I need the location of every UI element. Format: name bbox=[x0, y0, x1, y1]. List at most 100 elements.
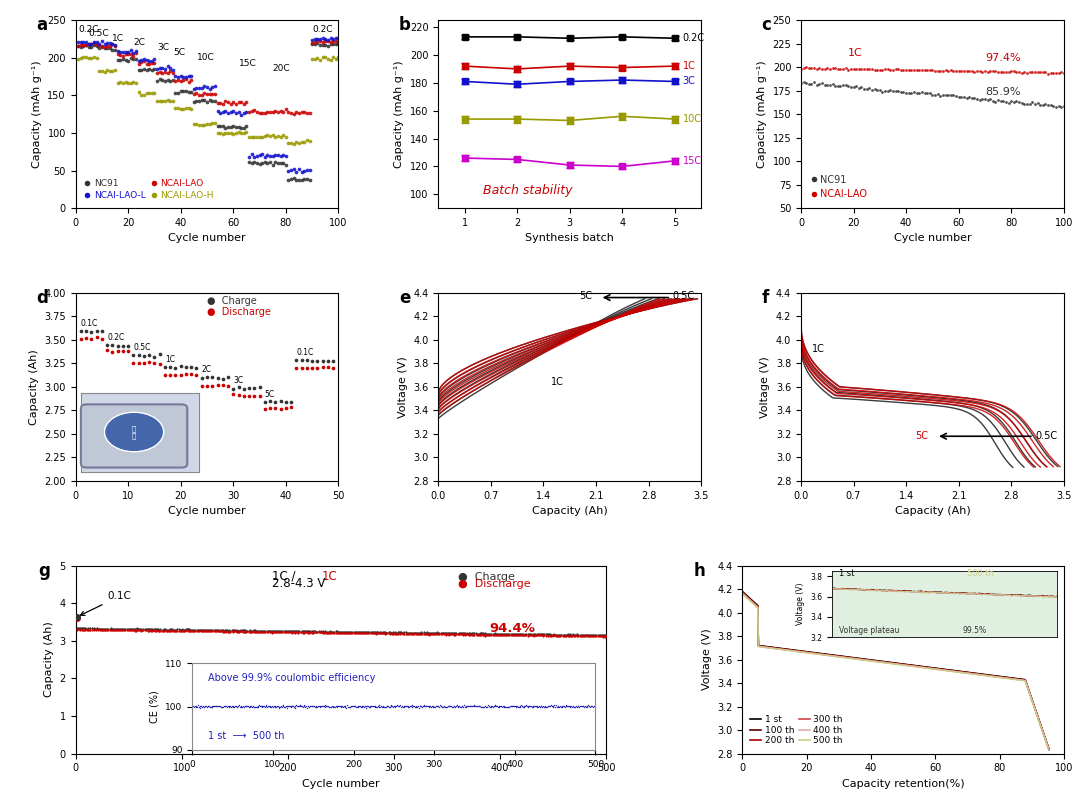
Point bbox=[389, 627, 406, 640]
Point bbox=[94, 622, 111, 635]
Point bbox=[903, 86, 920, 99]
Point bbox=[264, 626, 281, 639]
Point bbox=[503, 629, 521, 642]
Point bbox=[120, 623, 137, 636]
Point bbox=[159, 60, 176, 73]
Point bbox=[259, 625, 276, 638]
Point bbox=[401, 626, 418, 639]
Point bbox=[484, 627, 501, 640]
Point bbox=[442, 628, 459, 641]
Point bbox=[159, 93, 176, 106]
Point bbox=[194, 623, 212, 636]
Point bbox=[293, 354, 310, 367]
Point bbox=[256, 130, 273, 143]
Point bbox=[451, 628, 469, 641]
Point bbox=[338, 625, 355, 638]
Point bbox=[206, 88, 224, 101]
Point bbox=[274, 625, 292, 638]
Point bbox=[581, 629, 598, 642]
Point bbox=[322, 625, 339, 638]
Point bbox=[850, 62, 867, 75]
Point bbox=[552, 628, 569, 641]
Point bbox=[490, 629, 508, 642]
Point bbox=[343, 626, 361, 639]
Point bbox=[435, 627, 453, 640]
Point bbox=[359, 626, 376, 639]
Point bbox=[455, 628, 472, 641]
Point bbox=[272, 625, 289, 638]
Text: 20C: 20C bbox=[273, 64, 291, 73]
500 th bbox=[962, 669, 975, 679]
Point bbox=[546, 629, 564, 642]
Point bbox=[813, 63, 831, 76]
Text: 0.5C: 0.5C bbox=[1036, 431, 1057, 441]
Point bbox=[477, 627, 495, 640]
Point bbox=[85, 624, 103, 637]
Point bbox=[280, 625, 297, 638]
Point bbox=[71, 621, 89, 634]
Point bbox=[976, 65, 994, 78]
Point bbox=[903, 64, 920, 77]
Point bbox=[446, 626, 463, 639]
Point bbox=[177, 360, 194, 373]
Point bbox=[429, 626, 446, 639]
Point bbox=[881, 63, 899, 76]
Point bbox=[451, 627, 469, 640]
Point bbox=[329, 35, 347, 48]
Point bbox=[428, 627, 445, 640]
Point bbox=[235, 98, 253, 110]
Point bbox=[284, 625, 301, 638]
Point bbox=[800, 62, 818, 75]
Point bbox=[253, 625, 270, 638]
Point bbox=[932, 64, 949, 77]
Point bbox=[241, 625, 258, 638]
Point bbox=[496, 629, 513, 642]
Point bbox=[413, 626, 430, 639]
Point bbox=[566, 629, 583, 642]
Point bbox=[298, 353, 315, 366]
Point bbox=[109, 622, 126, 635]
Point bbox=[262, 625, 280, 638]
Point bbox=[334, 625, 351, 638]
Point bbox=[251, 390, 268, 403]
Point bbox=[244, 625, 261, 638]
Point bbox=[245, 624, 262, 637]
Point bbox=[887, 85, 904, 98]
Point bbox=[918, 87, 935, 100]
Point bbox=[845, 80, 862, 93]
Point bbox=[257, 625, 274, 638]
Point bbox=[872, 83, 889, 96]
Point bbox=[171, 624, 188, 637]
Point bbox=[956, 64, 973, 77]
Point bbox=[172, 85, 189, 98]
Point bbox=[582, 629, 599, 642]
Point bbox=[449, 628, 467, 641]
Point bbox=[243, 156, 260, 169]
Point bbox=[75, 38, 92, 51]
Point bbox=[454, 626, 471, 639]
Point bbox=[541, 629, 558, 642]
Point bbox=[157, 623, 174, 636]
Point bbox=[550, 628, 567, 641]
Point bbox=[153, 74, 171, 87]
Point bbox=[468, 628, 485, 641]
Point bbox=[234, 625, 252, 638]
Point bbox=[396, 627, 414, 640]
Point bbox=[427, 628, 444, 641]
Point bbox=[285, 163, 302, 176]
Point bbox=[543, 629, 561, 642]
Point bbox=[900, 63, 917, 76]
Point bbox=[589, 629, 606, 642]
Point bbox=[364, 627, 381, 640]
Point bbox=[245, 382, 262, 395]
Point bbox=[204, 625, 221, 638]
Point bbox=[89, 622, 106, 635]
Point bbox=[148, 63, 165, 76]
Point bbox=[135, 55, 152, 68]
Point bbox=[80, 38, 97, 51]
Point bbox=[267, 625, 284, 638]
Point bbox=[238, 106, 255, 118]
Point bbox=[853, 81, 870, 93]
Point bbox=[415, 625, 432, 638]
Point bbox=[258, 625, 275, 638]
